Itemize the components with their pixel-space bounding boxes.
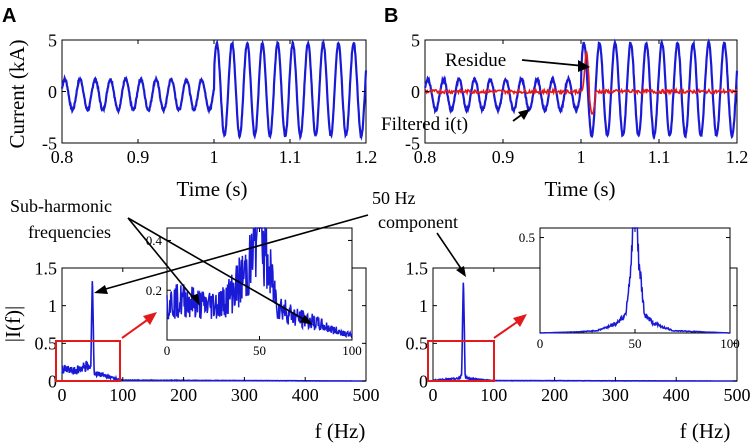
b-zoom-arrowhead [513,314,527,327]
a-time-xtick-label: 1.2 [355,147,378,167]
component-label-2: component [378,212,458,232]
b-spectrum-series [432,282,737,383]
a-time-xtick-label: 1 [210,147,219,167]
panel-letter-a: A [2,5,16,27]
b-time-xtick-label: 1 [577,147,586,167]
b-spec-xtick-label: 500 [724,385,751,405]
a-spec-xtick-label: 100 [109,385,136,405]
a-zoom-arrow [121,317,151,339]
b-zoom-arrow [493,319,521,339]
b-spec-xtick-label: 0 [429,385,438,405]
component-arrow-b [436,232,463,271]
a-spec-xtick-label: 0 [58,385,67,405]
b-spec-xtick-label: 400 [663,385,690,405]
b-time-xtick-label: 0.8 [414,147,437,167]
b-spec-ytick-label: 0.5 [406,334,429,354]
b-inset-ytick-label: 0.5 [519,230,535,245]
b-time-xtick-label: 1.1 [648,147,671,167]
b-inset-frame [539,227,731,334]
a-spectrum-xlabel: f (Hz) [315,419,366,443]
b-spec-ytick-label: 0 [419,371,428,391]
a-time-ylabel: Current (kA) [5,39,29,148]
subharmonic-label-1: Sub-harmonic [10,196,112,216]
a-spec-xtick-label: 200 [170,385,197,405]
a-spectrum-line [61,281,366,382]
a-time-ytick-label: -5 [42,133,57,153]
panel-letter-b: B [384,5,398,27]
b-inset-ticks: 0 50 100 0.5 [519,228,740,351]
a-spec-ytick-label: 0 [48,371,57,391]
a-zoom-arrowhead [143,312,157,325]
b-spec-xtick-label: 300 [602,385,629,405]
a-inset-xtick-label: 100 [342,343,362,358]
filtered-annotation: Filtered i(t) [381,114,468,135]
b-time-ytick-label: -5 [405,133,420,153]
residue-arrowhead [578,60,590,72]
subharmonic-arrowhead-2 [300,315,313,325]
a-inset-xtick-label: 0 [164,343,171,358]
b-time-ytick-label: 0 [411,82,420,102]
b-spectrum-xlabel: f (Hz) [680,419,731,443]
b-time-xtick-label: 1.2 [726,147,749,167]
a-time-current-line [60,38,368,141]
a-time-axes: 0.8 0.9 1 1.1 1.2 -5 0 5 Time (s) Current (kA) [5,30,377,201]
b-spec-xtick-label: 100 [480,385,507,405]
a-time-ticks: 0.8 0.9 1 1.1 1.2 -5 0 5 [42,30,377,167]
residue-arrow [521,59,585,67]
b-time-xlabel: Time (s) [545,177,616,201]
component-arrow-a [101,214,369,291]
b-spec-xtick-label: 200 [541,385,568,405]
a-time-xlabel: Time (s) [177,177,248,201]
a-time-series [60,38,368,141]
subharmonic-label-2: frequencies [28,222,111,242]
a-spec-xtick-label: 500 [353,385,380,405]
a-spec-ytick-label: 1.5 [35,258,58,278]
b-time-current-line [423,38,739,141]
a-spec-ytick-label: 0.5 [35,334,58,354]
a-spec-ytick-label: 1 [48,296,57,316]
a-time-ytick-label: 5 [48,30,57,50]
subharmonic-arrow-1 [127,217,196,301]
subharmonic-arrow-2 [127,217,306,321]
b-time-axes: 0.8 0.9 1 1.1 1.2 -5 0 5 Time (s) Residue Filte… [381,30,748,201]
residue-annotation: Residue [445,50,506,71]
b-spectrum-line [432,282,737,383]
b-time-residue-line [424,51,738,115]
b-spectrum-axes: 0 100 200 300 400 500 0 0.5 1 1.5 f (Hz) 0 50 100 0.… [406,227,751,443]
a-time-xtick-label: 0.8 [51,147,74,167]
a-time-xtick-label: 0.9 [127,147,150,167]
b-spec-ytick-label: 1 [419,296,428,316]
b-time-ytick-label: 5 [411,30,420,50]
component-arrowhead-a [94,285,108,294]
b-zoom-region [427,340,495,382]
component-label-1: 50 Hz [372,188,416,208]
a-spec-xtick-label: 300 [231,385,258,405]
b-time-series [423,38,739,141]
filtered-arrowhead [518,109,530,120]
b-inset-xtick-label: 0 [537,336,544,351]
a-spectrum-ylabel: |I(f)| [1,306,25,342]
subharmonic-arrowhead-1 [190,294,200,306]
a-inset-ytick-label: 0.2 [146,283,162,298]
b-spec-ytick-label: 1.5 [406,258,429,278]
a-time-ytick-label: 0 [48,82,57,102]
a-inset-xtick-label: 50 [253,343,266,358]
a-time-xtick-label: 1.1 [279,147,302,167]
b-inset-xtick-label: 50 [629,336,642,351]
spectrum-annotations: Sub-harmonic frequencies 50 Hz component [10,188,466,325]
b-time-xtick-label: 0.9 [492,147,515,167]
a-inset-ticks: 0 50 100 0.2 0.4 [146,228,362,358]
a-spectrum-series [61,281,366,382]
a-inset-ytick-label: 0.4 [146,233,163,248]
b-time-ticks: 0.8 0.9 1 1.1 1.2 -5 0 5 [405,30,748,167]
a-zoom-region [55,340,121,382]
b-inset-xtick-label: 100 [720,336,740,351]
component-arrowhead-b [456,266,466,277]
a-spec-xtick-label: 400 [292,385,319,405]
